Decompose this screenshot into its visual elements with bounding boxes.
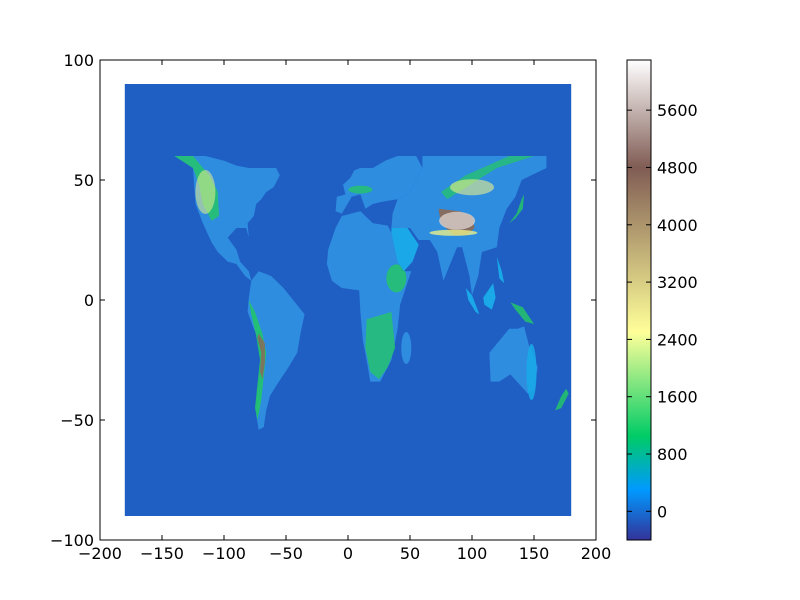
colorbar-tick-label: 800: [657, 445, 688, 464]
colorbar-tick-label: 5600: [657, 101, 698, 120]
rockies-peak: [195, 170, 216, 214]
madagascar: [401, 332, 412, 364]
x-tick-label: 0: [343, 544, 353, 563]
x-tick-label: 200: [581, 544, 612, 563]
colorbar-frame: [626, 59, 652, 541]
colorbar-gradient: [627, 60, 651, 540]
colorbar: 0 800 1600 2400 3200 4000 4800 5600: [626, 59, 698, 541]
x-axis-ticks: −200 −150 −100 −50 0 50 100 150 200: [78, 60, 611, 563]
colorbar-tick-label: 4000: [657, 216, 698, 235]
himalaya-ridge: [429, 229, 478, 236]
new-zealand: [555, 388, 569, 411]
x-tick-label: 50: [400, 544, 420, 563]
y-tick-label: 0: [84, 291, 94, 310]
colorbar-tick-label: 0: [657, 502, 667, 521]
mongolia-plateau: [450, 179, 494, 196]
africa-south-highlands: [365, 312, 396, 380]
x-tick-label: −150: [140, 544, 184, 563]
x-tick-label: −50: [269, 544, 303, 563]
colorbar-tick-label: 3200: [657, 273, 698, 292]
ethiopian-highlands: [386, 264, 407, 293]
elevation-map: [124, 84, 572, 516]
andes-high: [257, 333, 265, 380]
y-tick-label: 100: [63, 51, 94, 70]
x-tick-label: 100: [457, 544, 488, 563]
tibet-high: [439, 211, 476, 230]
y-tick-label: −100: [50, 531, 94, 550]
great-dividing-range: [526, 344, 537, 400]
colorbar-ticks: 0 800 1600 2400 3200 4000 4800 5600: [627, 101, 698, 521]
colorbar-tick-label: 2400: [657, 330, 698, 349]
colorbar-tick-label: 4800: [657, 158, 698, 177]
arabia: [391, 228, 419, 272]
ocean-fill: [124, 84, 572, 516]
north-america: [140, 156, 280, 281]
new-guinea: [510, 302, 534, 324]
australia: [489, 326, 538, 394]
land-masses: [140, 156, 569, 430]
x-tick-label: −100: [202, 544, 246, 563]
colorbar-tick-label: 1600: [657, 388, 698, 407]
y-tick-label: −50: [60, 411, 94, 430]
x-tick-label: 150: [519, 544, 550, 563]
sumatra: [465, 288, 480, 315]
plot-area: −200 −150 −100 −50 0 50 100 150 200 −100 −50 0 50 10…: [50, 51, 611, 563]
y-axis-ticks: −100 −50 0 50 100: [50, 51, 596, 550]
japan: [509, 194, 525, 224]
x-tick-label: −200: [78, 544, 122, 563]
philippines: [496, 256, 505, 284]
alps: [348, 185, 373, 194]
borneo: [483, 283, 496, 310]
europe: [335, 156, 423, 214]
andes: [248, 300, 267, 420]
y-tick-label: 50: [74, 171, 94, 190]
